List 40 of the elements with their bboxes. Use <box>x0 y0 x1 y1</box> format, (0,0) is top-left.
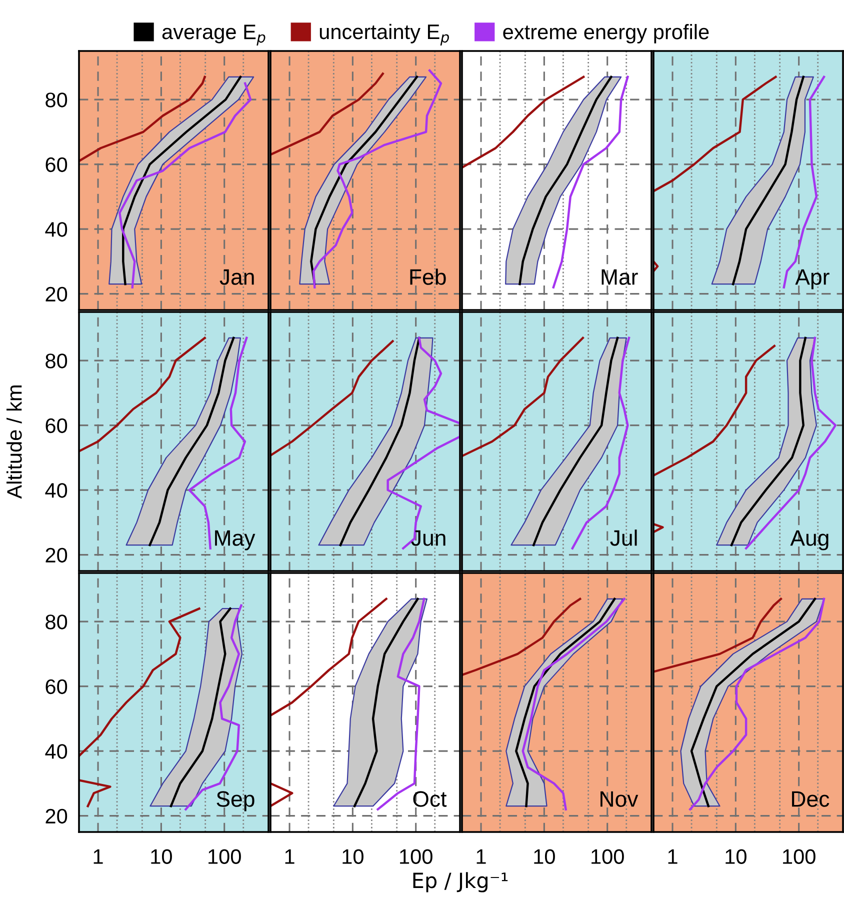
x-tick-label: 10 <box>726 849 746 864</box>
annotation: Jul <box>610 530 637 546</box>
y-tick-label: 80 <box>46 354 68 368</box>
annotation: Dec <box>792 791 830 807</box>
y-tick-label: 20 <box>46 286 68 302</box>
legend-label: uncertainty E$_{p}$ <box>320 24 449 46</box>
y-tick-label: 60 <box>46 679 68 694</box>
x-axis-title: Ep / Jkg⁻¹ <box>413 872 508 892</box>
x-tick-label: 100 <box>400 849 432 864</box>
y-tick-label: 40 <box>45 222 68 237</box>
y-tick-label: 40 <box>45 483 68 498</box>
legend-label: average E$_{p}$ <box>162 24 266 46</box>
x-tick-label: 1 <box>476 849 486 864</box>
y-tick-label: 60 <box>46 157 68 172</box>
x-tick-label: 1 <box>668 849 678 864</box>
annotation: Oct <box>413 791 447 807</box>
annotation: Nov <box>600 791 638 807</box>
x-tick-label: 100 <box>592 849 624 864</box>
x-tick-label: 10 <box>534 849 555 864</box>
annotation: Aug <box>790 530 828 550</box>
x-tick-label: 10 <box>151 849 172 864</box>
annotation: Feb <box>410 268 446 285</box>
x-tick-label: 100 <box>208 849 241 864</box>
annotation: Apr <box>795 269 830 290</box>
x-tick-label: 1 <box>285 849 294 864</box>
legend-label: extreme energy profile <box>503 24 709 44</box>
y-tick-label: 80 <box>46 614 68 630</box>
y-tick-label: 80 <box>46 92 68 108</box>
y-tick-label: 20 <box>46 548 68 563</box>
y-tick-label: 20 <box>46 808 68 824</box>
y-tick-label: 60 <box>46 418 68 434</box>
y-tick-label: 40 <box>45 744 68 759</box>
annotation: Jan <box>220 269 254 285</box>
annotation: Sep <box>216 791 254 812</box>
annotation: May <box>215 530 256 550</box>
x-tick-label: 10 <box>342 849 364 864</box>
annotation: Mar <box>602 269 638 285</box>
x-tick-label: 1 <box>94 849 103 864</box>
x-tick-label: 100 <box>783 849 816 864</box>
y-axis-title: Altitude / km <box>6 386 22 499</box>
